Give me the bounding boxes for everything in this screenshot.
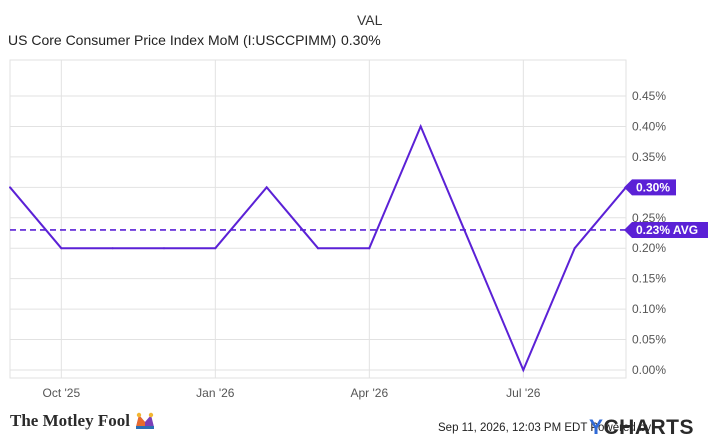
average-value-label: 0.23% AVG <box>636 223 698 237</box>
data-point <box>419 125 422 128</box>
y-tick-label: 0.25% <box>632 211 666 225</box>
chart-footer: The Motley Fool Sep 11, 2026, 12:03 PM E… <box>0 403 720 441</box>
data-point <box>9 186 11 189</box>
y-tick-label: 0.45% <box>632 89 666 103</box>
y-tick-label: 0.35% <box>632 150 666 164</box>
end-value-label: 0.30% <box>636 180 670 194</box>
plot-frame <box>9 59 627 379</box>
average-value-tag <box>624 221 708 238</box>
y-tick-label: 0.15% <box>632 272 666 286</box>
x-tick-label: Jan '26 <box>196 386 235 400</box>
legend-series-name: US Core Consumer Price Index MoM (I:USCC… <box>8 32 337 48</box>
data-point <box>163 247 165 250</box>
data-point <box>317 247 319 250</box>
y-tick-label: 0.20% <box>632 241 666 255</box>
x-tick-label: Jul '26 <box>506 386 541 400</box>
y-tick-label: 0.40% <box>632 119 666 133</box>
jester-hat-icon <box>135 412 154 429</box>
y-tick-label: 0.00% <box>632 363 666 377</box>
data-point <box>522 369 525 371</box>
x-tick-label: Oct '25 <box>43 386 81 400</box>
timestamp-text: Sep 11, 2026, 12:03 PM EDT Powered by <box>438 422 652 434</box>
data-point <box>60 247 63 250</box>
y-tick-label: 0.10% <box>632 302 666 316</box>
data-point <box>111 247 114 250</box>
y-tick-label: 0.05% <box>632 333 666 347</box>
line-chart: 0.00% 0.05% 0.10% 0.15% 0.20% 0.25% 0.30% 0.35%… <box>9 59 708 400</box>
data-point <box>265 186 268 189</box>
x-tick-label: Apr '26 <box>351 386 389 400</box>
legend-series-value: 0.30% <box>341 32 381 48</box>
data-point <box>471 247 473 250</box>
ycharts-logo: YCHARTS <box>589 416 694 440</box>
motley-fool-brand-text: The Motley Fool <box>10 411 130 430</box>
ycharts-logo-text: YCHARTS <box>589 416 695 439</box>
data-point <box>573 247 576 250</box>
end-value-tag <box>624 179 676 196</box>
legend-column-header: VAL <box>357 12 383 28</box>
data-point <box>214 247 217 250</box>
data-point <box>368 247 371 250</box>
motley-fool-logo: The Motley Fool <box>10 411 156 431</box>
